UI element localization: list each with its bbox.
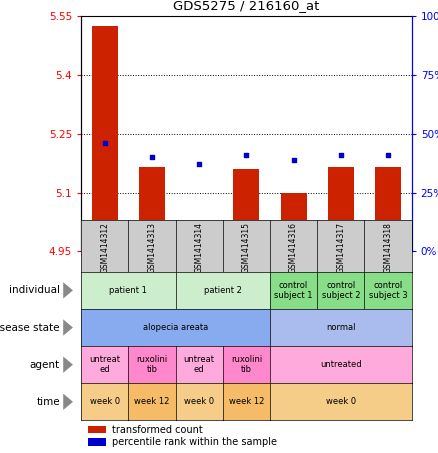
Text: patient 2: patient 2: [204, 286, 242, 295]
Text: GSM1414313: GSM1414313: [148, 222, 156, 273]
Bar: [88, 439, 106, 446]
Bar: [281, 193, 307, 251]
Text: transformed count: transformed count: [113, 424, 203, 434]
Text: disease state: disease state: [0, 323, 60, 333]
Text: individual: individual: [9, 285, 60, 295]
Text: normal: normal: [326, 323, 356, 332]
Text: ruxolini
tib: ruxolini tib: [231, 355, 262, 374]
Text: GSM1414316: GSM1414316: [289, 222, 298, 273]
Point: [290, 156, 297, 163]
Text: percentile rank within the sample: percentile rank within the sample: [113, 437, 277, 447]
Point: [385, 151, 392, 159]
Bar: [92, 26, 118, 251]
Bar: [328, 167, 354, 251]
Text: untreat
ed: untreat ed: [184, 355, 215, 374]
Title: GDS5275 / 216160_at: GDS5275 / 216160_at: [173, 0, 320, 12]
Polygon shape: [63, 282, 73, 299]
Text: alopecia areata: alopecia areata: [143, 323, 208, 332]
Bar: [233, 169, 259, 251]
Point: [243, 151, 250, 159]
Text: ruxolini
tib: ruxolini tib: [136, 355, 167, 374]
Point: [148, 154, 155, 161]
Text: GSM1414315: GSM1414315: [242, 222, 251, 273]
Text: control
subject 3: control subject 3: [369, 281, 407, 300]
Text: patient 1: patient 1: [110, 286, 147, 295]
Text: GSM1414317: GSM1414317: [336, 222, 345, 273]
Text: untreat
ed: untreat ed: [89, 355, 120, 374]
Polygon shape: [63, 357, 73, 373]
Text: week 12: week 12: [134, 397, 170, 406]
Text: untreated: untreated: [320, 360, 362, 369]
Bar: [139, 167, 165, 251]
Point: [337, 151, 344, 159]
Text: week 12: week 12: [229, 397, 264, 406]
Text: week 0: week 0: [90, 397, 120, 406]
Text: week 0: week 0: [326, 397, 356, 406]
Bar: [375, 167, 401, 251]
Text: time: time: [36, 397, 60, 407]
Point: [196, 161, 203, 168]
Text: week 0: week 0: [184, 397, 214, 406]
Bar: [186, 244, 212, 251]
Text: agent: agent: [30, 360, 60, 370]
Text: GSM1414312: GSM1414312: [100, 222, 109, 273]
Polygon shape: [63, 394, 73, 410]
Text: control
subject 2: control subject 2: [321, 281, 360, 300]
Text: control
subject 1: control subject 1: [274, 281, 313, 300]
Polygon shape: [63, 319, 73, 336]
Text: GSM1414318: GSM1414318: [384, 222, 392, 273]
Text: GSM1414314: GSM1414314: [194, 222, 204, 273]
Bar: [88, 426, 106, 433]
Point: [101, 140, 108, 147]
